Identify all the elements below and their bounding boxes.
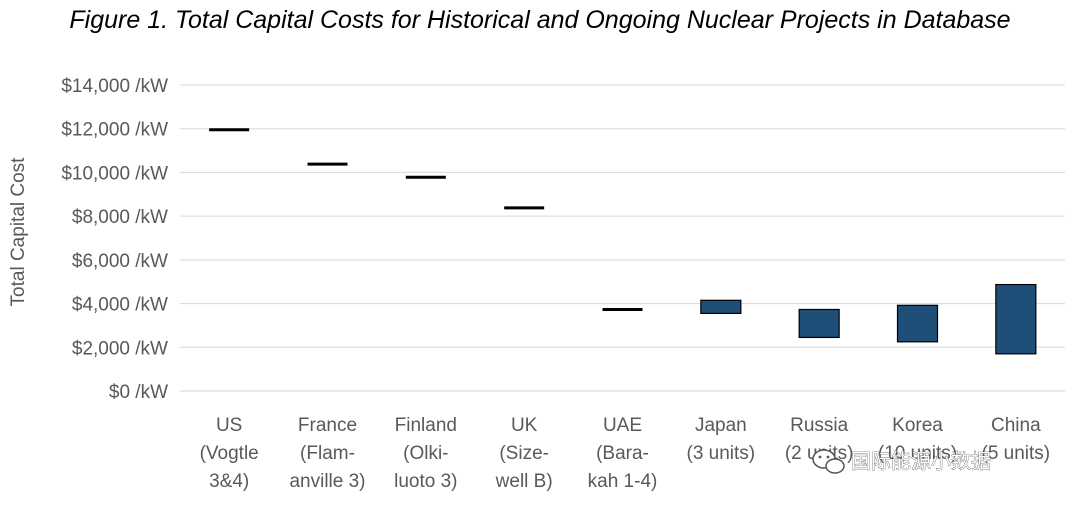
x-category-label-line: (5 units) (982, 443, 1051, 464)
x-category-label-line: 3&4) (209, 471, 249, 492)
x-category-label-line: France (298, 415, 357, 436)
grid-layer (180, 84, 1065, 392)
x-category-label-line: Korea (892, 415, 943, 436)
y-axis-ticks: $0 /kW $2,000 /kW $4,000 /kW $6,000 /kW $8,0… (61, 76, 168, 403)
x-category-label-line: (Size- (499, 443, 549, 464)
x-category-label: France (Flam-anville 3) (289, 415, 365, 492)
y-tick-label: $0 /kW (109, 382, 168, 403)
cost-range-bar (995, 283, 1037, 355)
x-category-label-line: luoto 3) (394, 471, 457, 492)
x-category-label: US (Vogtle 3&4) (200, 415, 259, 492)
x-category-label-line: Russia (790, 415, 849, 436)
x-category-label: China (5 units) (982, 415, 1051, 464)
x-category-label-line: (Bara- (596, 443, 649, 464)
x-category-label-line: anville 3) (289, 471, 365, 492)
x-category-label: Korea (10 units) (878, 415, 957, 464)
cost-range-bar (798, 308, 840, 339)
x-category-label-line: (Olki- (403, 443, 448, 464)
x-category-label-line: (3 units) (687, 443, 756, 464)
x-category-label-line: UK (511, 415, 538, 436)
data-marks (209, 128, 1037, 355)
x-category-label-line: well B) (495, 471, 553, 492)
watermark: 国际能源小数据 (812, 449, 991, 474)
x-category-label: UK (Size-well B) (495, 415, 553, 492)
x-category-label: Finland (Olki-luoto 3) (394, 415, 457, 492)
chart-title: Figure 1. Total Capital Costs for Histor… (69, 6, 1011, 34)
x-category-label-line: US (216, 415, 242, 436)
y-axis-title: Total Capital Cost (8, 157, 29, 307)
wechat-icon (812, 449, 845, 474)
y-tick-label: $10,000 /kW (61, 163, 168, 184)
x-category-label-line: (10 units) (878, 443, 957, 464)
y-tick-label: $6,000 /kW (72, 251, 168, 272)
y-tick-label: $2,000 /kW (72, 338, 168, 359)
y-tick-label: $4,000 /kW (72, 295, 168, 316)
cost-range-bar (700, 299, 742, 315)
y-tick-label: $8,000 /kW (72, 207, 168, 228)
x-category-label-line: Japan (695, 415, 747, 436)
x-axis-categories: US (Vogtle 3&4) France (Flam-anville 3) Finla… (200, 415, 1051, 492)
y-tick-label: $12,000 /kW (61, 120, 168, 141)
x-category-label-line: China (991, 415, 1041, 436)
x-category-label: Japan (3 units) (687, 415, 756, 464)
x-category-label-line: (Vogtle (200, 443, 259, 464)
watermark-text: 国际能源小数据 (851, 449, 991, 473)
x-category-label-line: Finland (395, 415, 457, 436)
x-category-label-line: UAE (603, 415, 642, 436)
x-category-label-line: kah 1-4) (588, 471, 658, 492)
y-tick-label: $14,000 /kW (61, 76, 168, 97)
cost-range-bar (896, 304, 939, 343)
x-category-label: UAE (Bara-kah 1-4) (588, 415, 658, 492)
x-category-label-line: (Flam- (300, 443, 355, 464)
